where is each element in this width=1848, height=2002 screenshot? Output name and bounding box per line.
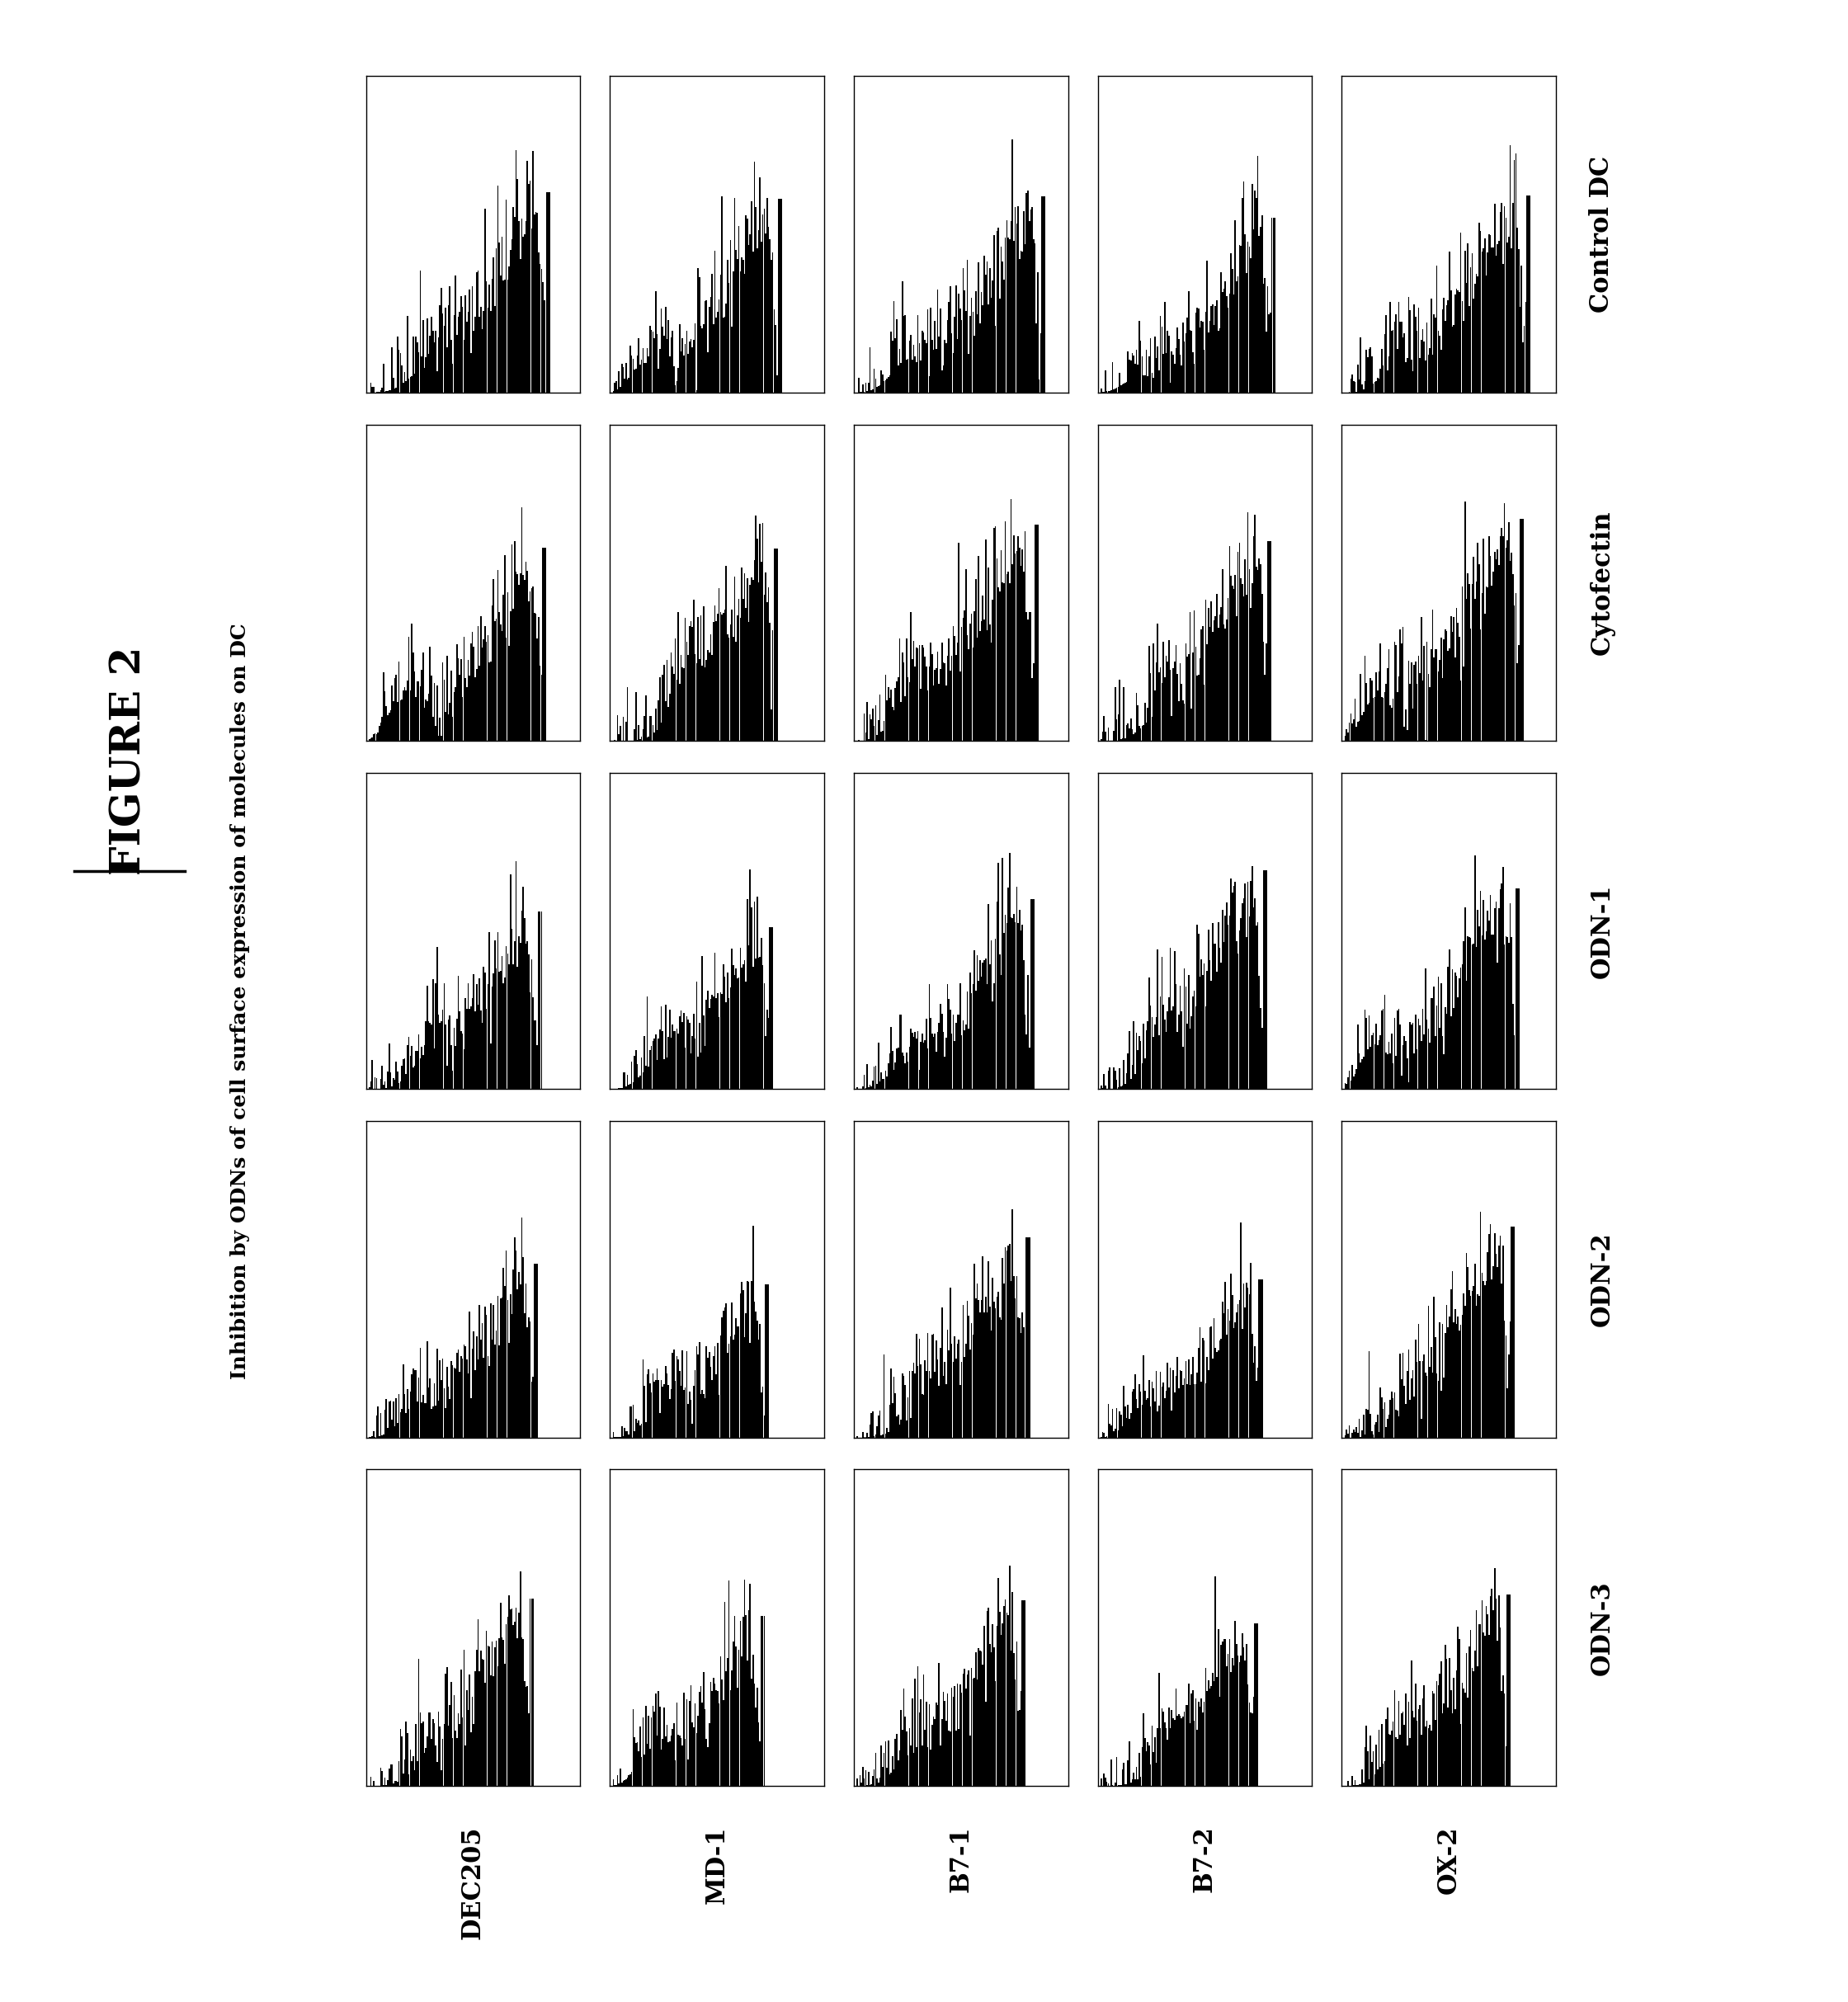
Text: Cytofectin: Cytofectin — [1589, 511, 1615, 655]
Text: B7-1: B7-1 — [948, 1826, 974, 1892]
Text: Control DC: Control DC — [1589, 156, 1615, 312]
Text: DEC205: DEC205 — [460, 1826, 486, 1940]
Text: ODN-2: ODN-2 — [1589, 1231, 1615, 1327]
Text: B7-2: B7-2 — [1192, 1826, 1218, 1892]
Text: ODN-3: ODN-3 — [1589, 1580, 1615, 1676]
Text: OX-2: OX-2 — [1436, 1826, 1462, 1894]
Text: Inhibition by ODNs of cell surface expression of molecules on DC: Inhibition by ODNs of cell surface expre… — [231, 623, 249, 1379]
Text: FIGURE 2: FIGURE 2 — [109, 647, 150, 875]
Text: ODN-1: ODN-1 — [1589, 883, 1615, 979]
Text: MD-1: MD-1 — [704, 1826, 730, 1904]
